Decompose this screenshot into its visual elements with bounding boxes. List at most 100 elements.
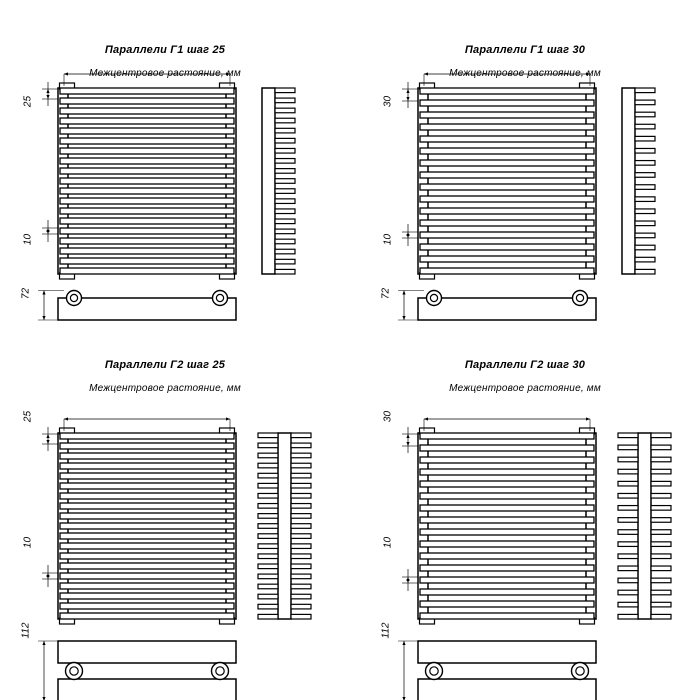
front-view-tube xyxy=(419,111,595,119)
front-view-tube xyxy=(59,247,235,255)
side-view-tube-left xyxy=(257,563,279,570)
tube-height-arrow-lower xyxy=(46,575,50,579)
side-view-tube-right xyxy=(650,541,672,548)
depth-arrow-lower xyxy=(42,697,46,700)
side-view-tube-right xyxy=(650,613,672,620)
side-view-tube-right xyxy=(290,432,312,439)
plan-view-port-left-inner xyxy=(69,293,79,303)
depth-arrow-lower xyxy=(402,316,406,320)
side-view-tube-right xyxy=(274,198,296,205)
panel-subtitle: Межцентровое растояние, мм xyxy=(89,68,241,79)
front-view-tube xyxy=(419,255,595,263)
side-view-tube-left xyxy=(617,444,639,451)
front-view-tube xyxy=(59,237,235,245)
side-view-tube-right xyxy=(290,482,312,489)
center-distance-arrow-left xyxy=(424,417,428,421)
side-view-tube-right xyxy=(634,184,656,190)
panel-drawing xyxy=(38,417,312,700)
front-view-tube xyxy=(59,177,235,185)
side-view-tube-right xyxy=(274,268,296,275)
side-view-tube-right xyxy=(650,529,672,535)
front-view-tube xyxy=(419,207,595,215)
front-view-tube xyxy=(59,87,235,95)
side-view-tube-left xyxy=(257,533,279,539)
pitch-arrow-lower xyxy=(406,97,410,101)
side-view-tube-right xyxy=(274,127,296,134)
side-view-tube-right xyxy=(634,111,656,118)
side-view-tube-right xyxy=(274,117,296,124)
side-view-spine xyxy=(261,87,276,275)
side-view-tube-right xyxy=(290,593,312,600)
plan-view-port-right-inner xyxy=(215,666,225,676)
front-view-tube xyxy=(419,432,595,440)
panel-drawing xyxy=(398,72,656,321)
side-view-tube-right xyxy=(634,99,656,106)
front-view-tube xyxy=(419,504,595,512)
front-view-tube xyxy=(59,452,235,460)
plan-view-body-top xyxy=(57,640,237,664)
side-view-tube-left xyxy=(257,603,279,610)
side-view-tube-left xyxy=(257,432,279,439)
front-view-tube xyxy=(59,592,235,600)
front-view-tube xyxy=(419,528,595,536)
side-view-tube-right xyxy=(290,543,312,550)
side-view-tube-right xyxy=(634,208,656,215)
side-view-tube-right xyxy=(290,523,312,529)
front-view-tube xyxy=(59,207,235,215)
plan-view-body-top xyxy=(417,640,597,664)
side-view-tube-right xyxy=(650,456,672,463)
side-view-tube-right xyxy=(274,228,296,235)
front-view-tube xyxy=(59,532,235,540)
front-view-tube xyxy=(419,171,595,179)
side-view-tube-right xyxy=(274,87,296,94)
side-view-tube-left xyxy=(257,543,279,550)
plan-view-body-bottom xyxy=(417,678,597,700)
tube-height-arrow-lower xyxy=(406,234,410,238)
depth-arrow-upper xyxy=(402,641,406,645)
front-view-tube xyxy=(59,97,235,105)
plan-view-body xyxy=(417,297,597,321)
side-view-tube-left xyxy=(617,565,639,572)
plan-view-port-left-inner xyxy=(429,293,439,303)
plan-view-port-right-inner xyxy=(215,293,225,303)
side-view-tube-right xyxy=(650,432,672,439)
front-view-tube xyxy=(59,522,235,530)
side-view-tube-right xyxy=(634,87,656,94)
front-view-tube xyxy=(419,516,595,524)
front-view-tube xyxy=(419,540,595,548)
side-view-tube-left xyxy=(257,482,279,489)
front-view-tube xyxy=(59,432,235,440)
side-view-tube-right xyxy=(634,123,656,130)
side-view-tube-right xyxy=(274,107,296,114)
front-view-tube xyxy=(419,600,595,608)
panel-title: Параллели Г2 шаг 25 xyxy=(104,359,226,371)
front-view-tube xyxy=(419,195,595,203)
side-view-tube-right xyxy=(290,553,312,560)
side-view-tube-right xyxy=(274,188,296,194)
side-view-tube-right xyxy=(634,220,656,227)
side-view-tube-left xyxy=(257,513,279,519)
side-view-tube-right xyxy=(290,613,312,620)
front-view-tube xyxy=(59,227,235,235)
front-view-tube xyxy=(59,442,235,450)
front-view-tube xyxy=(59,542,235,550)
depth-arrow-lower xyxy=(402,697,406,700)
side-view-tube-left xyxy=(617,589,639,596)
side-view-tube-left xyxy=(617,601,639,608)
front-view-tube xyxy=(59,502,235,510)
front-view-tube xyxy=(419,468,595,476)
pitch-arrow-lower xyxy=(46,440,50,444)
center-distance-arrow-right xyxy=(226,72,230,76)
side-view-tube-right xyxy=(634,232,656,239)
side-view-tube-right xyxy=(650,589,672,596)
front-view-tube xyxy=(59,267,235,275)
front-view-tube xyxy=(419,99,595,107)
side-view-tube-left xyxy=(257,593,279,600)
side-view-tube-right xyxy=(274,238,296,245)
side-view-tube-right xyxy=(274,97,296,104)
front-view-tube xyxy=(59,492,235,500)
panel-drawing xyxy=(38,72,296,321)
side-view-tube-right xyxy=(634,135,656,142)
side-view-tube-right xyxy=(634,172,656,178)
center-distance-arrow-right xyxy=(586,417,590,421)
